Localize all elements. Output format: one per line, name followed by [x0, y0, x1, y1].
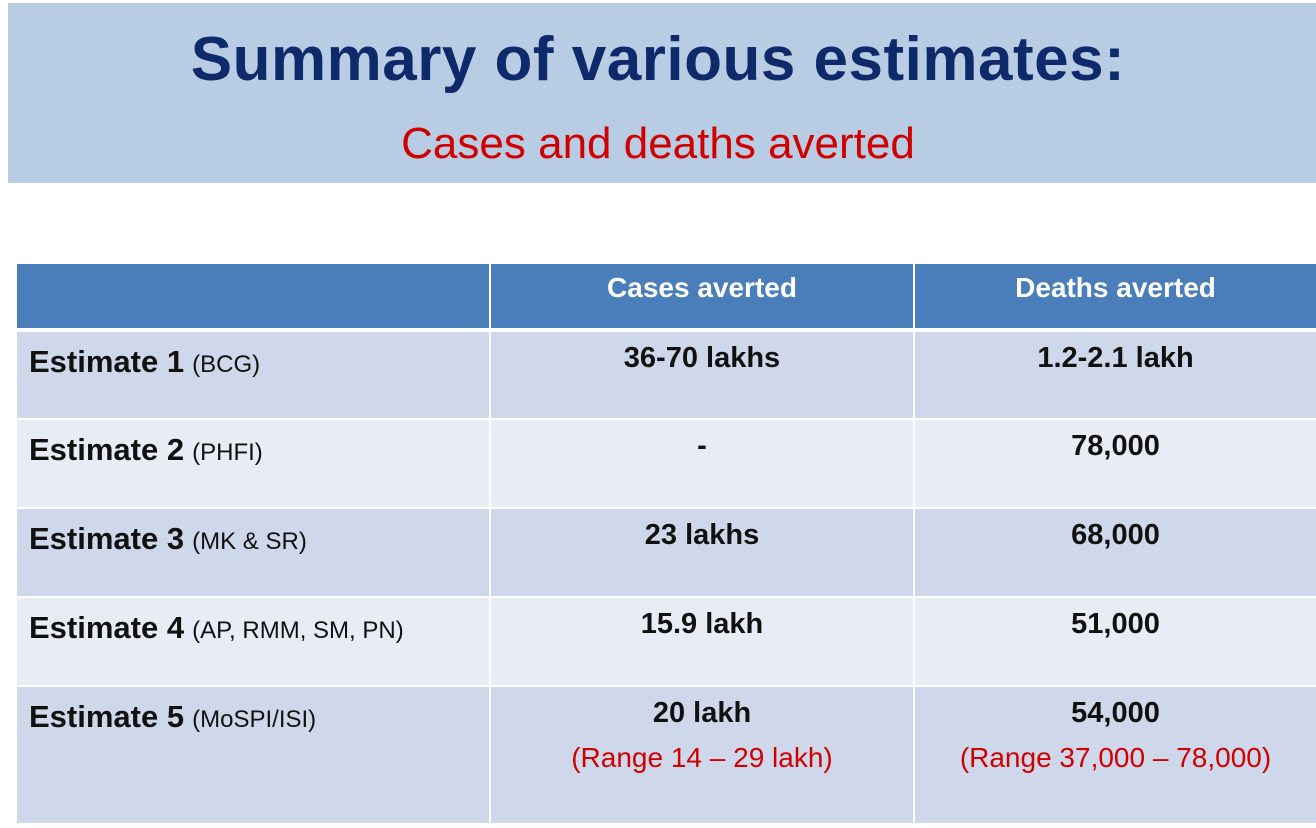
table-row: Estimate 4 (AP, RMM, SM, PN) 15.9 lakh 5…	[17, 597, 1316, 687]
cases-range: (Range 14 – 29 lakh)	[571, 742, 833, 773]
cases-cell: 20 lakh (Range 14 – 29 lakh)	[490, 686, 915, 825]
cases-cell: 15.9 lakh	[490, 597, 915, 687]
deaths-value: 54,000	[1071, 697, 1160, 729]
estimate-name: Estimate 5	[29, 699, 185, 734]
deaths-cell: 78,000	[914, 419, 1316, 509]
deaths-value: 68,000	[1071, 519, 1160, 551]
slide-subtitle: Cases and deaths averted	[401, 119, 915, 168]
table-row: Estimate 5 (MoSPI/ISI) 20 lakh (Range 14…	[17, 686, 1316, 825]
estimate-label-cell: Estimate 2 (PHFI)	[17, 419, 491, 509]
deaths-cell: 51,000	[914, 597, 1316, 687]
header-deaths-averted: Deaths averted	[914, 264, 1316, 332]
cases-cell: -	[490, 419, 915, 509]
deaths-cell: 1.2-2.1 lakh	[914, 330, 1316, 420]
table-row: Estimate 1 (BCG) 36-70 lakhs 1.2-2.1 lak…	[17, 330, 1316, 420]
estimate-name: Estimate 2	[29, 432, 185, 467]
slide-title: Summary of various estimates:	[190, 25, 1126, 94]
cases-cell: 36-70 lakhs	[490, 330, 915, 420]
deaths-range: (Range 37,000 – 78,000)	[959, 742, 1272, 773]
estimate-name: Estimate 1	[29, 344, 185, 379]
estimate-label-cell: Estimate 5 (MoSPI/ISI)	[17, 686, 491, 825]
cases-value: 23 lakhs	[644, 519, 760, 551]
estimate-name: Estimate 4	[29, 610, 185, 645]
cases-value: 20 lakh	[652, 697, 752, 729]
title-band	[8, 3, 1316, 183]
deaths-value: 78,000	[1071, 430, 1160, 462]
estimate-source: (MoSPI/ISI)	[192, 706, 317, 733]
estimate-label-cell: Estimate 4 (AP, RMM, SM, PN)	[17, 597, 491, 687]
estimate-source: (PHFI)	[192, 439, 263, 466]
deaths-cell: 68,000	[914, 508, 1316, 598]
cases-value: 15.9 lakh	[640, 608, 764, 640]
table-row: Estimate 2 (PHFI) - 78,000	[17, 419, 1316, 509]
estimate-source: (AP, RMM, SM, PN)	[192, 617, 404, 644]
estimate-source: (BCG)	[192, 351, 261, 378]
estimate-label-cell: Estimate 3 (MK & SR)	[17, 508, 491, 598]
cases-value: -	[697, 430, 707, 462]
header-empty	[17, 264, 491, 332]
estimate-source: (MK & SR)	[192, 528, 307, 555]
estimates-table: Cases averted Deaths averted Estimate 1 …	[17, 264, 1316, 825]
header-cases-averted: Cases averted	[490, 264, 915, 332]
table-row: Estimate 3 (MK & SR) 23 lakhs 68,000	[17, 508, 1316, 598]
deaths-value: 51,000	[1071, 608, 1160, 640]
deaths-cell: 54,000 (Range 37,000 – 78,000)	[914, 686, 1316, 825]
deaths-value: 1.2-2.1 lakh	[1037, 342, 1194, 374]
cases-value: 36-70 lakhs	[623, 342, 781, 374]
table-header-row: Cases averted Deaths averted	[17, 264, 1316, 332]
estimate-label-cell: Estimate 1 (BCG)	[17, 330, 491, 420]
cases-cell: 23 lakhs	[490, 508, 915, 598]
estimate-name: Estimate 3	[29, 521, 185, 556]
